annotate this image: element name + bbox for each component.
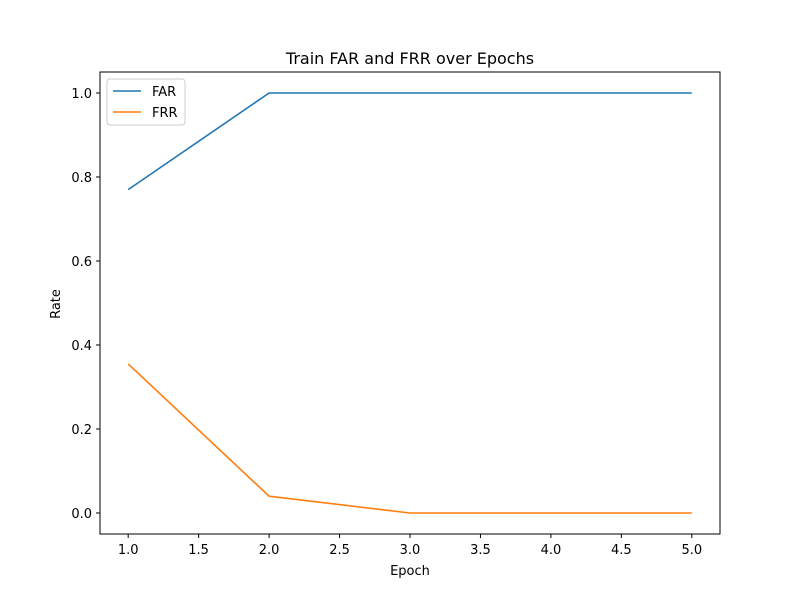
series-line-far bbox=[127, 92, 692, 191]
legend-label-far: FAR bbox=[152, 85, 176, 100]
y-tick-label: 0.8 bbox=[71, 171, 92, 186]
x-tick-label: 3.0 bbox=[400, 543, 421, 558]
x-tick-label: 4.0 bbox=[541, 543, 562, 558]
plot-area bbox=[99, 71, 721, 535]
y-tick-label: 0.4 bbox=[71, 339, 92, 354]
x-tick-label: 2.5 bbox=[329, 543, 350, 558]
x-tick-label: 1.5 bbox=[188, 543, 209, 558]
y-tick-label: 0.2 bbox=[71, 423, 92, 438]
series-layer bbox=[127, 92, 692, 514]
y-axis: 0.0 0.2 0.4 0.6 0.8 1.0 bbox=[71, 87, 100, 522]
y-axis-label: Rate bbox=[49, 289, 64, 319]
x-tick-label: 2.0 bbox=[259, 543, 280, 558]
x-tick-label: 1.0 bbox=[118, 543, 139, 558]
series-line-frr bbox=[127, 363, 692, 514]
y-tick-label: 0.6 bbox=[71, 255, 92, 270]
legend: FAR FRR bbox=[106, 78, 186, 126]
x-tick-label: 5.0 bbox=[681, 543, 702, 558]
axes-frame bbox=[99, 71, 721, 535]
x-axis: 1.0 1.5 2.0 2.5 3.0 3.5 4.0 4.5 5.0 bbox=[118, 534, 702, 558]
legend-label-frr: FRR bbox=[152, 106, 178, 121]
x-axis-label: Epoch bbox=[390, 564, 430, 579]
x-tick-label: 4.5 bbox=[611, 543, 632, 558]
chart-title: Train FAR and FRR over Epochs bbox=[285, 49, 534, 68]
y-tick-label: 0.0 bbox=[71, 507, 92, 522]
y-tick-label: 1.0 bbox=[71, 87, 92, 102]
x-tick-label: 3.5 bbox=[470, 543, 491, 558]
